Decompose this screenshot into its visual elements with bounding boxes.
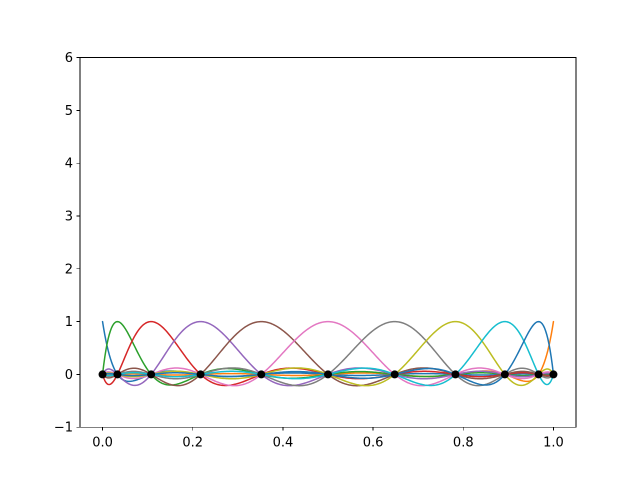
x-tick-label: 0.4 xyxy=(273,436,294,451)
node-marker xyxy=(390,370,399,379)
y-tick-label: 4 xyxy=(65,157,73,172)
y-tick-label: 6 xyxy=(65,51,73,66)
x-tick-label: 0.0 xyxy=(92,436,113,451)
node-marker xyxy=(451,370,460,379)
node-marker xyxy=(324,370,332,379)
node-marker xyxy=(534,370,543,379)
y-tick-label: 3 xyxy=(65,210,73,225)
node-marker xyxy=(500,370,509,379)
y-tick-label: 0 xyxy=(65,368,73,383)
x-tick-label: 0.8 xyxy=(453,436,474,451)
node-marker xyxy=(196,370,205,379)
y-tick-label: 2 xyxy=(65,262,73,277)
axes-frame xyxy=(79,57,577,428)
x-tick-label: 1.0 xyxy=(543,436,564,451)
y-tick-label: −1 xyxy=(54,421,73,436)
basis-l5-curve xyxy=(101,320,555,387)
y-tick-label: 5 xyxy=(65,104,73,119)
node-marker xyxy=(98,370,107,379)
node-marker xyxy=(549,370,558,379)
node-marker xyxy=(113,370,122,379)
node-marker xyxy=(257,370,266,379)
x-tick-label: 0.6 xyxy=(363,436,384,451)
node-marker xyxy=(147,370,156,379)
y-tick-label: 1 xyxy=(65,315,73,330)
x-tick-label: 0.2 xyxy=(182,436,203,451)
